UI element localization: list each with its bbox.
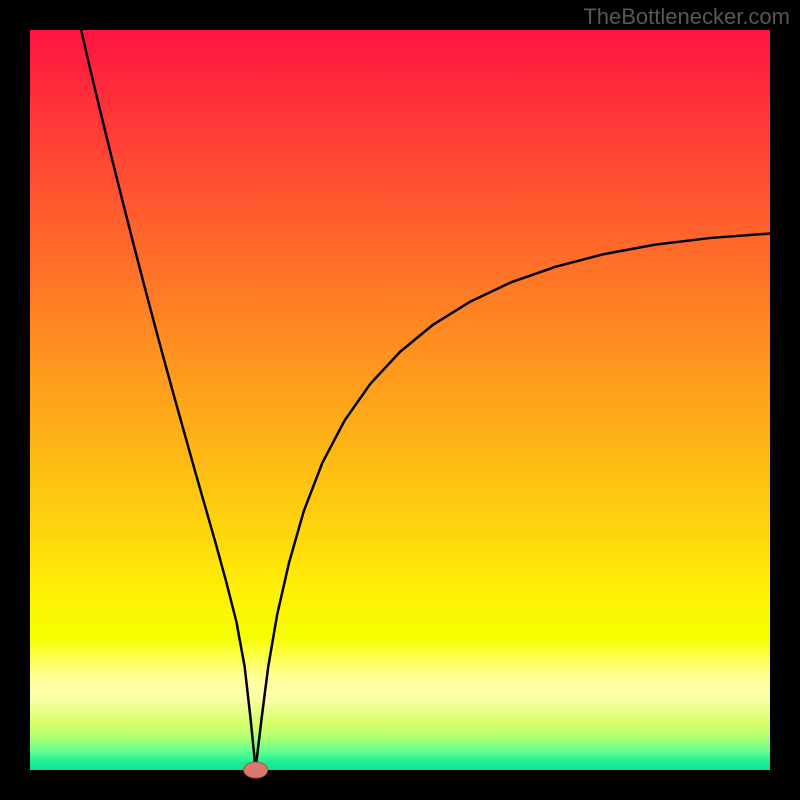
- chart-container: TheBottlenecker.com: [0, 0, 800, 800]
- bottleneck-chart: [0, 0, 800, 800]
- watermark-text: TheBottlenecker.com: [583, 4, 790, 30]
